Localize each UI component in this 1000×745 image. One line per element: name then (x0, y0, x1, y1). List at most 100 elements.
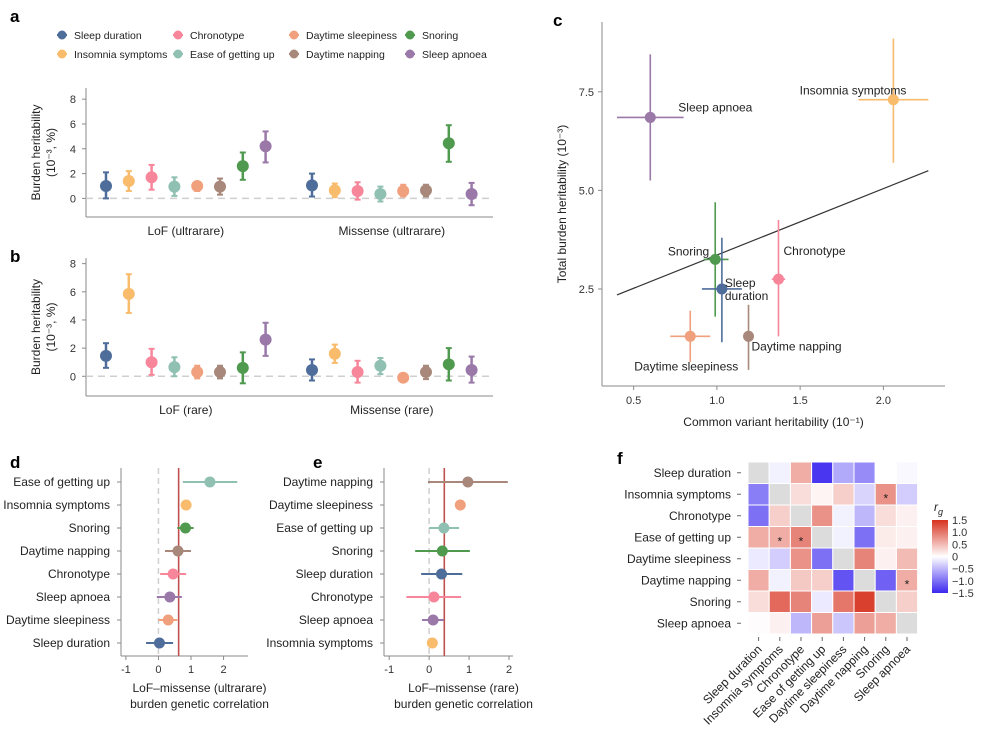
point-sleep-duration (306, 172, 318, 198)
heatmap-cell (874, 547, 897, 570)
data-point (168, 361, 181, 374)
heatmap-cell (789, 461, 813, 484)
heatmap-cell (832, 590, 855, 613)
point-ease-of-getting-up (374, 356, 387, 376)
row-label: Daytime napping (20, 544, 110, 558)
colorbar-tick-label: −0.5 (952, 564, 974, 576)
row-label: Insomnia symptoms (624, 487, 731, 501)
heatmap-cell (789, 483, 813, 506)
row-chronotype: Chronotype (48, 567, 187, 581)
heatmap-cell (832, 483, 855, 506)
panel-c-chart: 0.5 1.0 1.5 2.0 2.5 5.0 7.5 Common variant heri… (555, 22, 945, 429)
row-label: Snoring (332, 544, 373, 558)
row-snoring: Snoring (69, 521, 194, 535)
point-daytime-sleepiness: Daytime sleepiness (634, 310, 738, 373)
heatmap-cell (747, 526, 770, 549)
x-axis-label: LoF–missense (rare) (408, 681, 519, 695)
colorbar-tick-label: 1.5 (952, 515, 967, 527)
heatmap-cell (895, 526, 919, 549)
row-label: Sleep duration (33, 636, 110, 650)
data-point (426, 637, 438, 649)
panel-label-e: e (313, 453, 322, 472)
colorbar-title-main: r (934, 500, 939, 514)
data-point (374, 359, 387, 372)
point-sleep-apnoea (259, 130, 272, 164)
point-insomnia-symptoms (122, 170, 135, 192)
data-point (374, 188, 387, 201)
point-snoring: Snoring (668, 202, 729, 317)
x-tick-label: 1.5 (792, 395, 807, 407)
panel-e-chart: -1 0 1 2 LoF–missense (rare) burden genetic c… (266, 468, 533, 711)
y-tick-label: 4 (70, 315, 76, 327)
heatmap-cell (789, 569, 813, 592)
row-daytime-napping: Daytime napping (20, 544, 192, 558)
data-point (328, 184, 341, 197)
row-daytime-sleepiness: Daytime sleepiness (6, 613, 178, 627)
x-tick-label: 0 (426, 664, 432, 676)
y-tick-label: 0 (70, 371, 76, 383)
regression-line (616, 170, 929, 296)
data-point (306, 179, 318, 192)
group-label: LoF (rare) (159, 403, 212, 417)
heatmap-cell (832, 547, 855, 570)
data-point (454, 499, 466, 511)
data-point (162, 614, 174, 626)
panel-b-chart: 0 2 4 6 8 Burden heritability (10⁻³, %) LoF (ra… (29, 258, 493, 417)
legend-marker (289, 49, 299, 59)
data-point (684, 330, 696, 342)
point-daytime-napping: Daytime napping (743, 304, 842, 370)
row-sleep-apnoea: Sleep apnoea (36, 590, 182, 604)
row-sleep-apnoea: Sleep apnoea (299, 613, 444, 627)
y-axis-label: Burden heritability (29, 104, 43, 200)
data-point (236, 361, 249, 374)
data-point (772, 273, 784, 285)
data-point (887, 94, 899, 106)
heatmap-cell (811, 569, 834, 592)
legend-label: Daytime napping (306, 49, 385, 61)
row-label: Sleep apnoea (36, 590, 110, 604)
x-tick-label: 1 (466, 664, 472, 676)
heatmap-cell (832, 504, 855, 527)
row-label: Chronotype (48, 567, 110, 581)
x-tick-label: 2.0 (876, 395, 891, 407)
data-point (180, 499, 192, 511)
heatmap-cell (874, 612, 897, 635)
data-point (442, 358, 455, 371)
point-chronotype: Chronotype (771, 219, 846, 337)
heatmap-cell (832, 569, 855, 592)
row-label: Daytime sleepiness (627, 552, 731, 566)
y-tick-label: 5.0 (579, 185, 594, 197)
heatmap-cell (747, 461, 770, 484)
panel-f-heatmap: * * * * Sleep duration Insomnia symptoms Chron… (624, 461, 974, 728)
heatmap-cell (832, 526, 855, 549)
heatmap-cell (853, 569, 876, 592)
y-tick-label: 8 (70, 94, 76, 106)
panel-label-a: a (10, 7, 20, 26)
colorbar-tick-label: 1.0 (952, 527, 967, 539)
row-snoring: Snoring (332, 544, 470, 558)
data-point (179, 522, 191, 534)
data-point (328, 347, 341, 360)
row-label: Sleep apnoea (299, 613, 373, 627)
legend-item: Snoring (405, 30, 458, 42)
significance-star: * (883, 491, 888, 505)
data-point (438, 522, 450, 534)
heatmap-cell (895, 483, 919, 506)
point-label: Insomnia symptoms (800, 84, 907, 98)
heatmap-cell (811, 612, 834, 635)
heatmap-cell (747, 569, 770, 592)
point-snoring (236, 151, 249, 181)
point-sleep-duration (100, 171, 112, 200)
heatmap-cell (811, 461, 834, 484)
row-label: Sleep duration (296, 567, 373, 581)
data-point (397, 371, 410, 384)
data-point (145, 171, 158, 184)
row-label: Ease of getting up (276, 521, 373, 535)
y-tick-label: 2 (70, 169, 76, 181)
legend-marker (173, 30, 183, 40)
group-0: LoF (ultrarare) (100, 130, 272, 238)
data-point (122, 287, 135, 300)
row-label: Insomnia symptoms (3, 498, 110, 512)
data-point (172, 545, 184, 557)
